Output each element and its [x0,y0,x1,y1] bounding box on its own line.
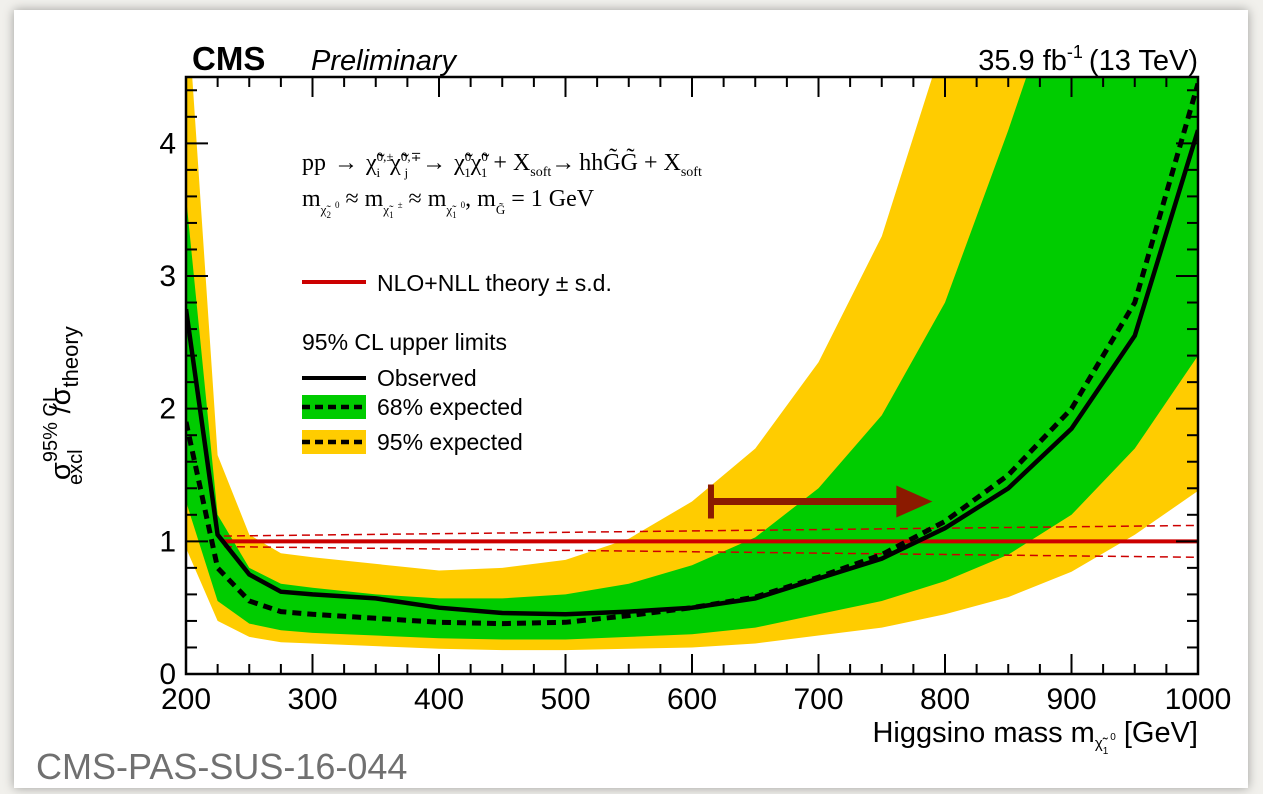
mass-relation-line: mχ̃20 ≈ mχ̃1± ≈ mχ̃10, mG̃ = 1 GeV [302,186,595,220]
plot-area [186,77,1198,651]
legend-95-label: 95% expected [377,429,523,455]
theory-sd-low-line [223,545,1198,559]
exclusion-arrow-head [896,485,933,518]
x-tick-label: 200 [161,683,211,716]
y-tick-label: 3 [159,260,176,293]
legend-heading: 95% CL upper limits [302,329,507,355]
expected-line [186,82,1198,627]
expected-68-band [186,77,1198,640]
x-tick-label: 600 [667,683,717,716]
limit-plot: 200 300 400 500 600 700 800 900 1000 0 1 2 3 4 CMS P… [40,40,1231,757]
x-tick-label: 300 [287,683,337,716]
legend-theory-label: NLO+NLL theory ± s.d. [377,270,612,296]
exclusion-arrow [707,484,933,519]
process-line: pp → χ̃0,± i χ̃0,∓ j → χ̃0 1χ̃0 1 + Xsoft→ hhG̃G̃ + … [302,148,702,180]
theory-sd-high-line [223,524,1198,537]
x-axis-title: Higgsino mass mχ̃10 [GeV] [872,717,1198,757]
figure-card: 200 300 400 500 600 700 800 900 1000 0 1 2 3 4 CMS P… [14,10,1248,788]
x-tick-label: 400 [414,683,464,716]
x-tick-label: 900 [1046,683,1096,716]
y-tick-label: 1 [159,525,176,558]
x-axis-ticks: 200 300 400 500 600 700 800 900 1000 [161,77,1231,716]
experiment-label: CMS [192,40,265,77]
y-tick-label: 0 [159,658,176,691]
legend-68-label: 68% expected [377,394,523,420]
luminosity-label: 35.9 fb-1 (13 TeV) [978,42,1198,77]
x-tick-label: 1000 [1165,683,1232,716]
x-tick-label: 700 [793,683,843,716]
legend-observed-label: Observed [377,365,477,391]
y-tick-label: 4 [159,127,176,160]
observed-line [186,129,1198,617]
status-label: Preliminary [311,45,458,77]
y-tick-label: 2 [159,393,176,426]
x-tick-label: 800 [920,683,970,716]
x-tick-label: 500 [540,683,590,716]
y-axis-ticks: 0 1 2 3 4 [159,89,1198,691]
y-axis-title: σ95% CLexcl/σtheory [40,326,87,485]
document-reference: CMS-PAS-SUS-16-044 [36,746,408,787]
